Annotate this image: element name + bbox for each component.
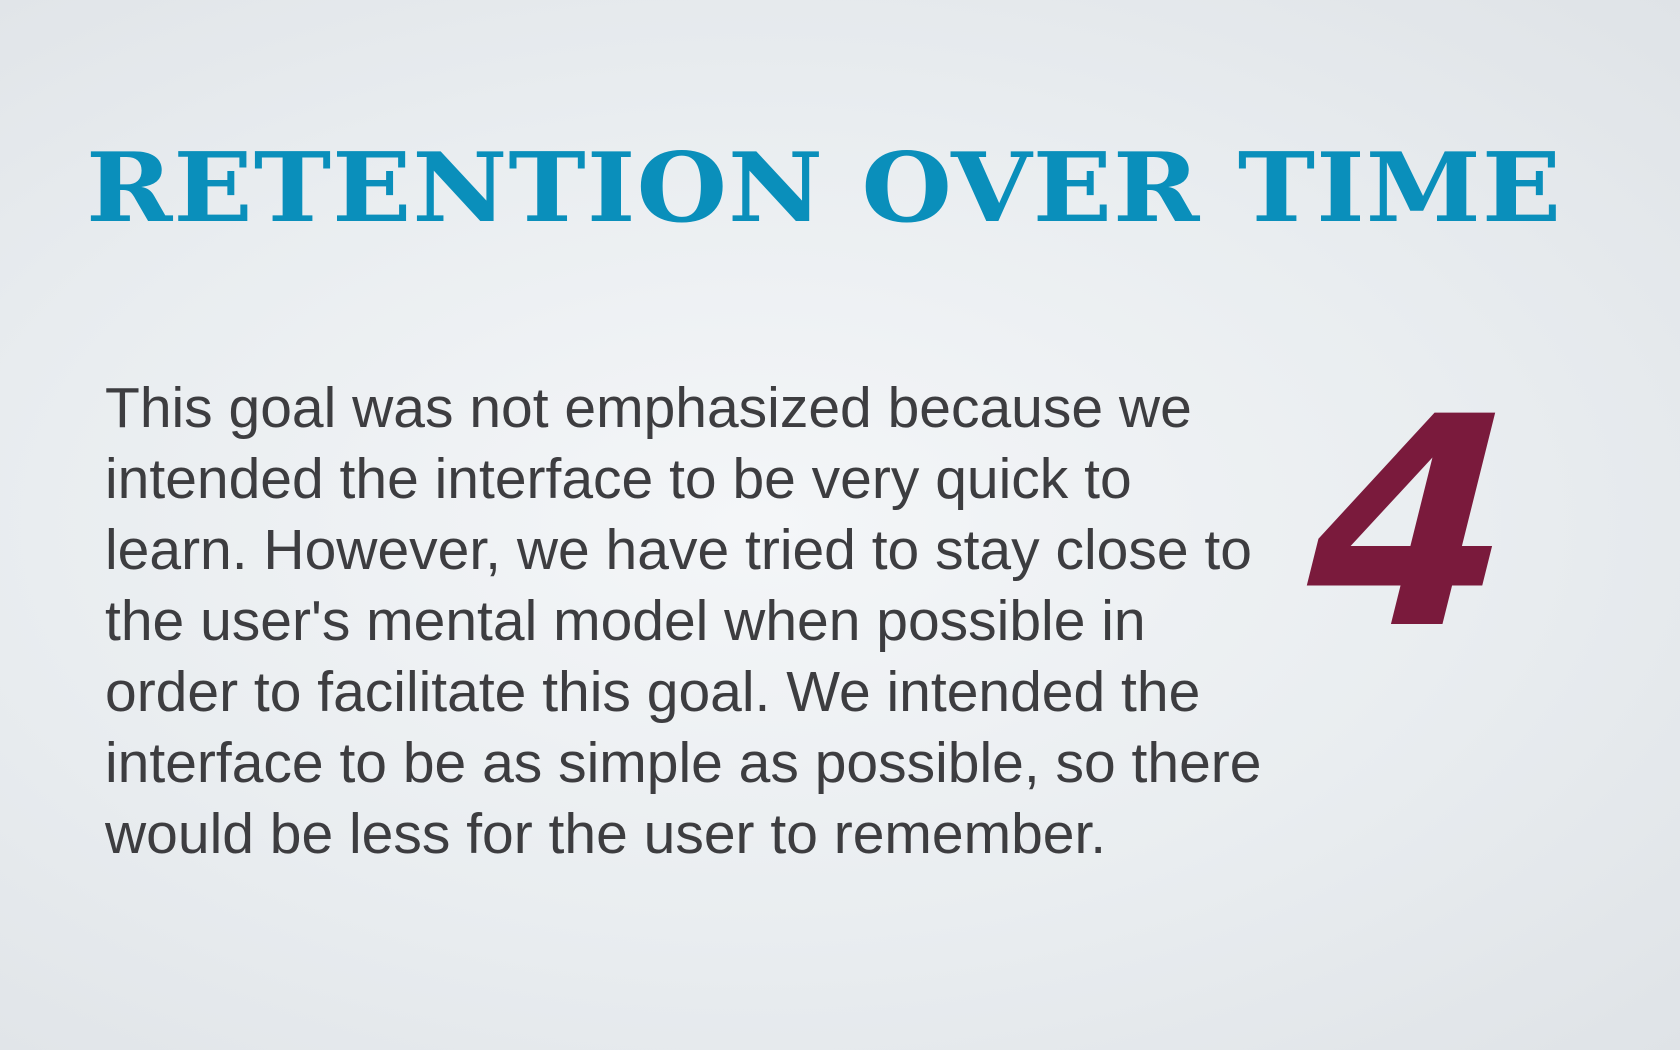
slide-title: RETENTION OVER TIME	[86, 130, 1563, 244]
slide-number: 4	[1266, 356, 1553, 693]
slide-body-text: This goal was not emphasized because we …	[105, 376, 1262, 866]
